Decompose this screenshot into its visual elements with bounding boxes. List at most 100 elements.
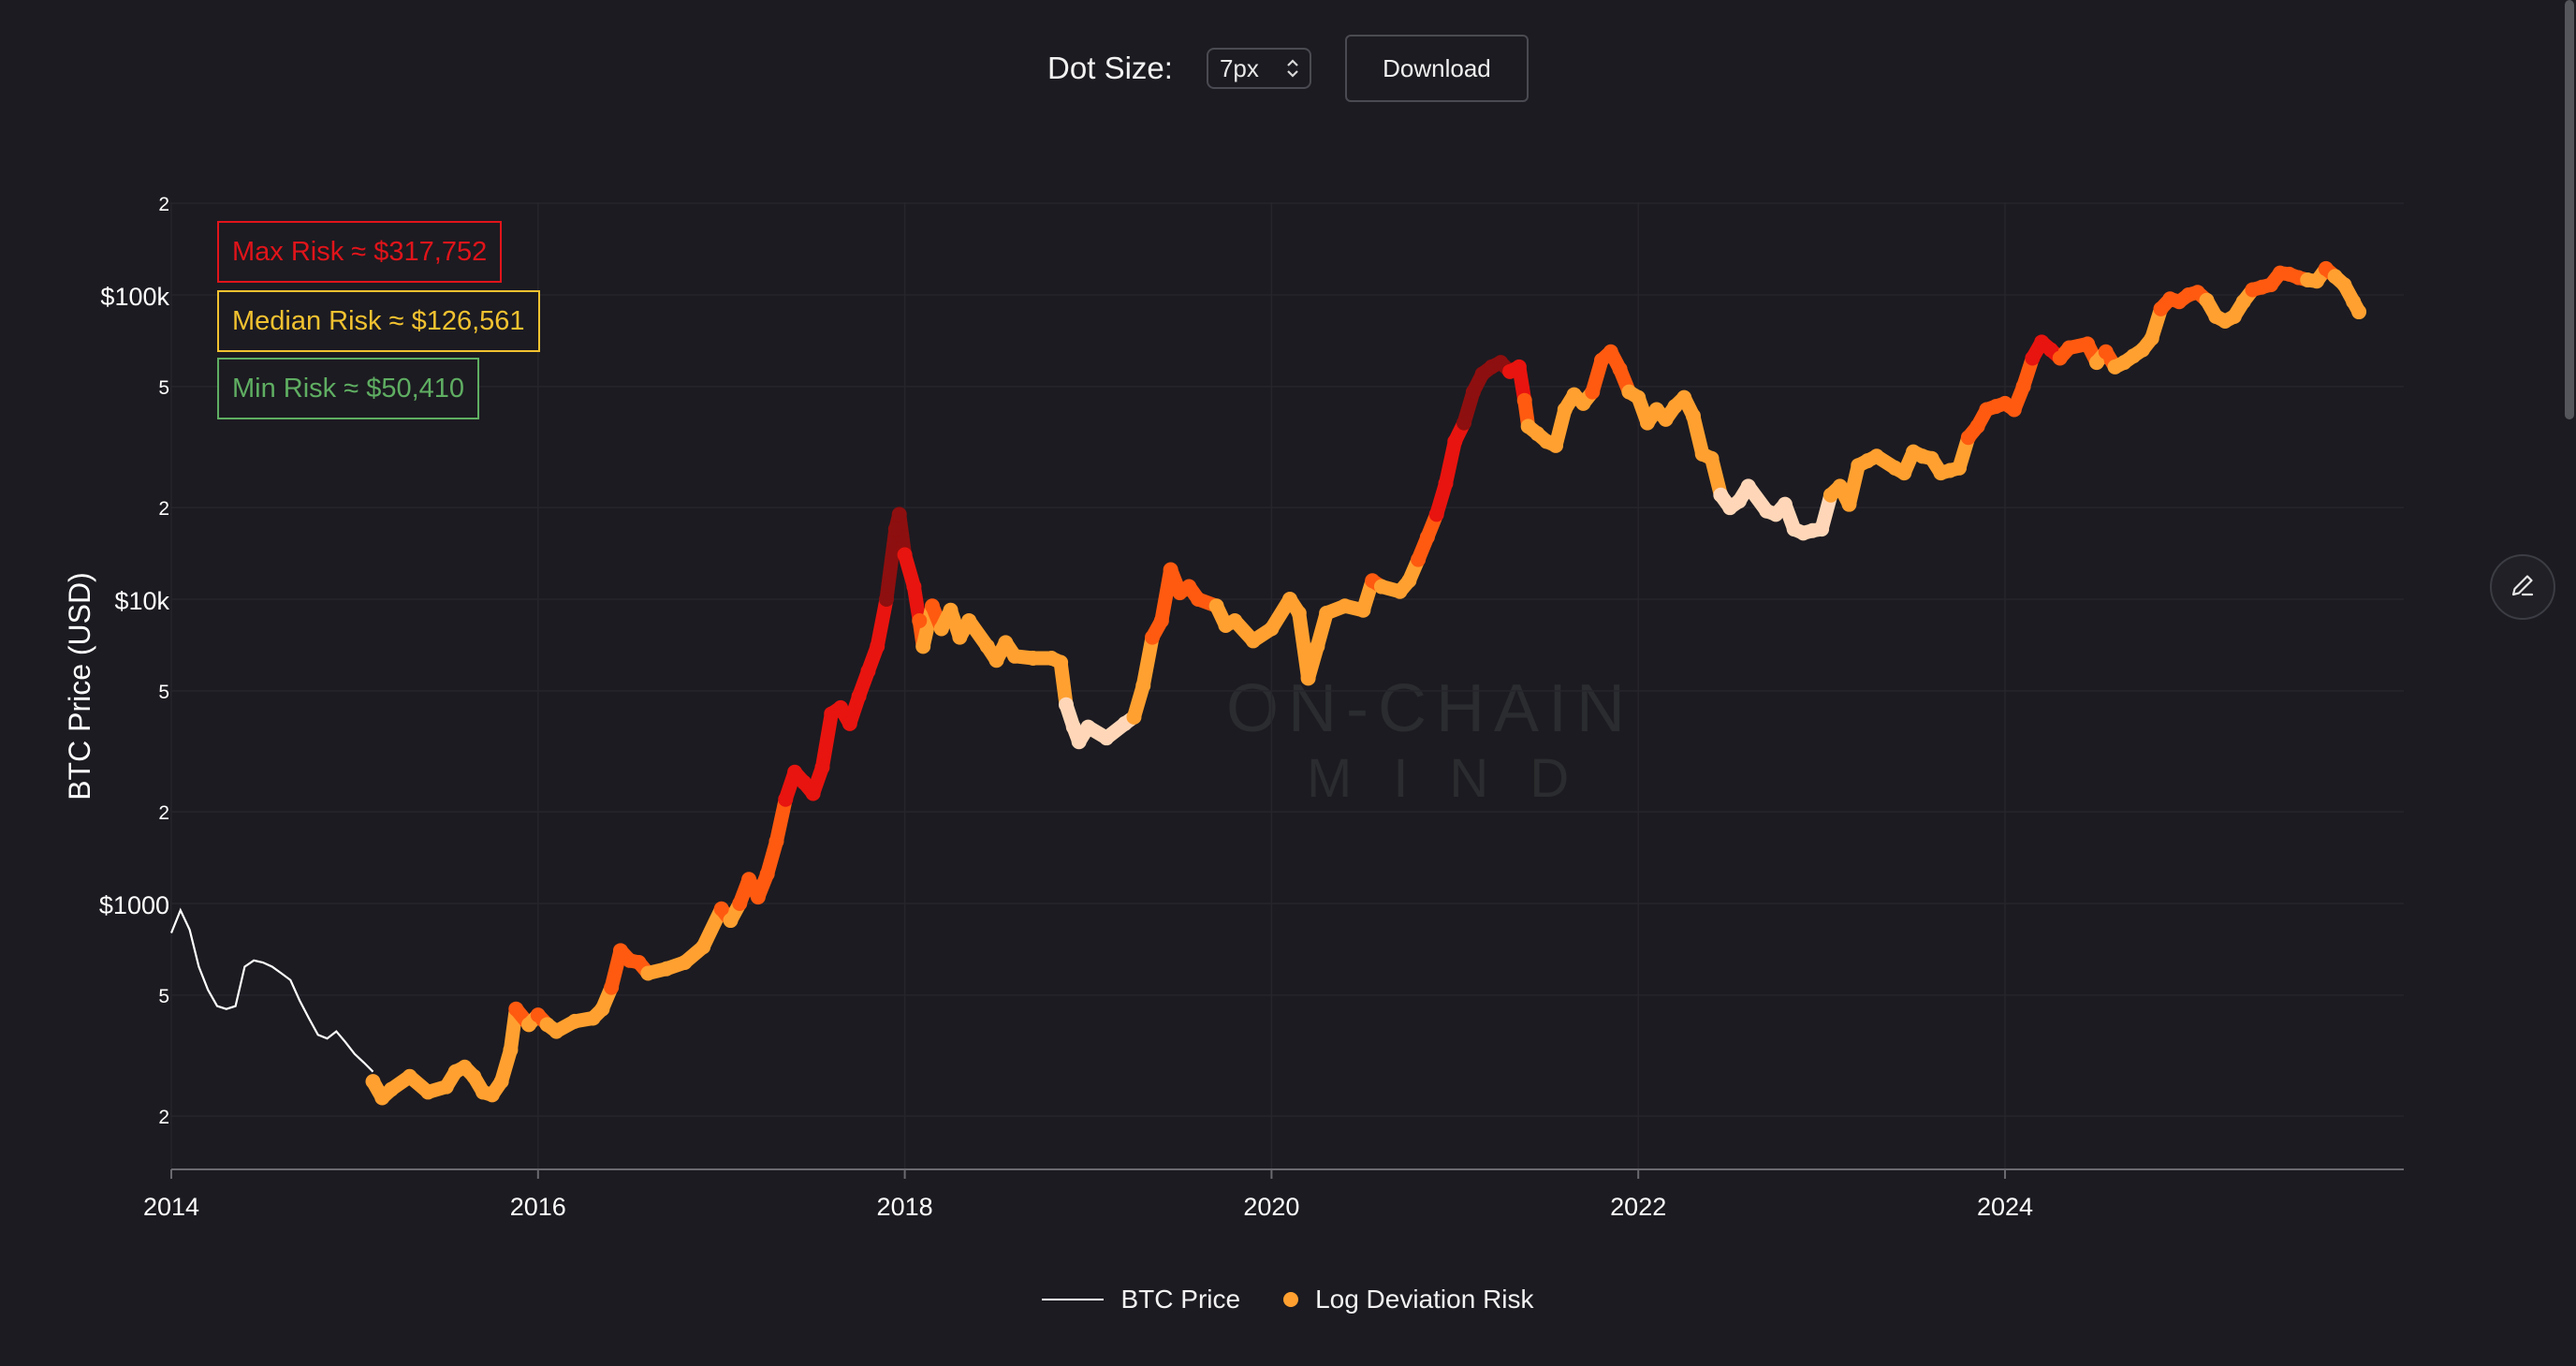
edit-button[interactable]	[2490, 554, 2555, 620]
risk-dot	[713, 901, 729, 917]
risk-dot	[750, 889, 766, 905]
risk-dot	[640, 965, 656, 981]
risk-dot	[1713, 487, 1729, 503]
legend-btc-price: BTC Price	[1120, 1285, 1241, 1314]
risk-dot	[2263, 277, 2279, 293]
risk-dot	[1071, 734, 1087, 750]
risk-dot	[677, 954, 693, 970]
risk-dot	[805, 786, 821, 801]
risk-dot	[2226, 308, 2242, 324]
risk-dot	[1676, 389, 1692, 405]
risk-dot	[1401, 573, 1417, 589]
x-tick-label: 2014	[143, 1193, 199, 1221]
risk-dot	[1163, 562, 1178, 578]
risk-dot	[1658, 411, 1674, 427]
risk-dot	[1053, 654, 1069, 670]
max-risk-box: Max Risk ≈ $317,752	[217, 221, 503, 283]
chart-legend: BTC Price Log Deviation Risk	[0, 1277, 2576, 1322]
risk-dot	[1355, 602, 1371, 618]
y-tick-label: 2	[158, 802, 169, 824]
risk-dot	[508, 1001, 524, 1017]
risk-dot	[521, 1017, 537, 1033]
risk-dot	[741, 872, 757, 888]
risk-dot	[1007, 648, 1023, 664]
grid	[170, 202, 2404, 1169]
risk-dot	[1631, 389, 1647, 405]
risk-dot	[1419, 529, 1435, 545]
dot-size-select[interactable]: 7px	[1206, 48, 1311, 89]
y-tick-label: 5	[158, 682, 169, 703]
risk-segment	[814, 706, 839, 775]
risk-dot	[1135, 678, 1151, 694]
risk-dot	[1731, 493, 1747, 509]
risk-dot	[1603, 344, 1618, 360]
risk-dot	[1310, 639, 1325, 654]
risk-dot	[768, 833, 784, 849]
dot-size-value: 7px	[1219, 53, 1259, 82]
risk-dot	[1065, 719, 1081, 735]
risk-dot	[420, 1084, 436, 1100]
risk-dot	[2199, 292, 2215, 308]
watermark-line1: ON-CHAIN	[1226, 671, 1634, 746]
risk-dot	[457, 1059, 473, 1075]
legend-dot-swatch	[1283, 1292, 1299, 1307]
risk-dot	[842, 715, 857, 731]
x-tick-label: 2024	[1977, 1193, 2033, 1221]
risk-dot	[759, 866, 775, 882]
risk-dot	[723, 913, 739, 929]
y-tick-label: 5	[158, 986, 169, 1007]
risk-dot	[1648, 402, 1664, 418]
risk-dot	[1438, 476, 1454, 492]
risk-dot	[1960, 430, 1976, 446]
risk-dot	[1373, 579, 1389, 595]
risk-dot	[1145, 629, 1161, 645]
median-risk-box: Median Risk ≈ $126,561	[217, 290, 540, 352]
risk-dot	[2061, 340, 2077, 356]
risk-dot	[787, 764, 803, 780]
risk-dot	[979, 639, 995, 654]
download-button[interactable]: Download	[1344, 35, 1529, 102]
risk-dot	[695, 939, 711, 955]
x-tick-label: 2018	[877, 1193, 933, 1221]
risk-dot	[549, 1023, 564, 1039]
risk-dot	[631, 954, 647, 970]
legend-log-deviation-risk: Log Deviation Risk	[1315, 1285, 1534, 1314]
risk-dot	[1924, 450, 1939, 466]
risk-dot	[1428, 507, 1444, 522]
risk-dot	[887, 521, 903, 537]
risk-dot	[906, 579, 922, 595]
x-tick-label: 2020	[1243, 1193, 1299, 1221]
risk-dot	[1099, 730, 1115, 746]
risk-dot	[732, 896, 748, 911]
risk-dot	[1126, 709, 1142, 725]
risk-dot	[1153, 612, 1169, 628]
risk-dot	[2336, 277, 2352, 293]
min-risk-box: Min Risk ≈ $50,410	[217, 358, 480, 419]
risk-dot	[1704, 450, 1720, 466]
risk-dot	[1777, 496, 1793, 512]
risk-dot	[1575, 395, 1591, 411]
risk-dot	[1511, 359, 1527, 375]
page-scrollbar[interactable]	[2565, 0, 2574, 419]
y-tick-label: 2	[158, 194, 169, 215]
risk-dot	[612, 943, 628, 959]
x-tick-label: 2016	[510, 1193, 566, 1221]
risk-dot	[814, 759, 830, 775]
risk-dot	[833, 699, 849, 715]
risk-dot	[384, 1081, 400, 1097]
risk-dot	[466, 1068, 482, 1084]
risk-dot	[1516, 392, 1532, 408]
risk-dot	[2235, 294, 2251, 310]
risk-dot	[2153, 301, 2169, 316]
risk-dot	[1291, 605, 1307, 621]
min-risk-label: Min Risk ≈ $50,410	[232, 373, 465, 404]
y-tick-label: $10k	[114, 587, 169, 615]
risk-dot	[1191, 592, 1207, 607]
risk-dot	[870, 639, 886, 654]
watermark-line2: MIND	[1307, 748, 1611, 809]
risk-dot	[2025, 350, 2041, 366]
risk-dot	[604, 979, 620, 995]
risk-dot	[585, 1010, 601, 1026]
median-risk-label: Median Risk ≈ $126,561	[232, 305, 525, 336]
risk-dot	[2098, 344, 2114, 360]
